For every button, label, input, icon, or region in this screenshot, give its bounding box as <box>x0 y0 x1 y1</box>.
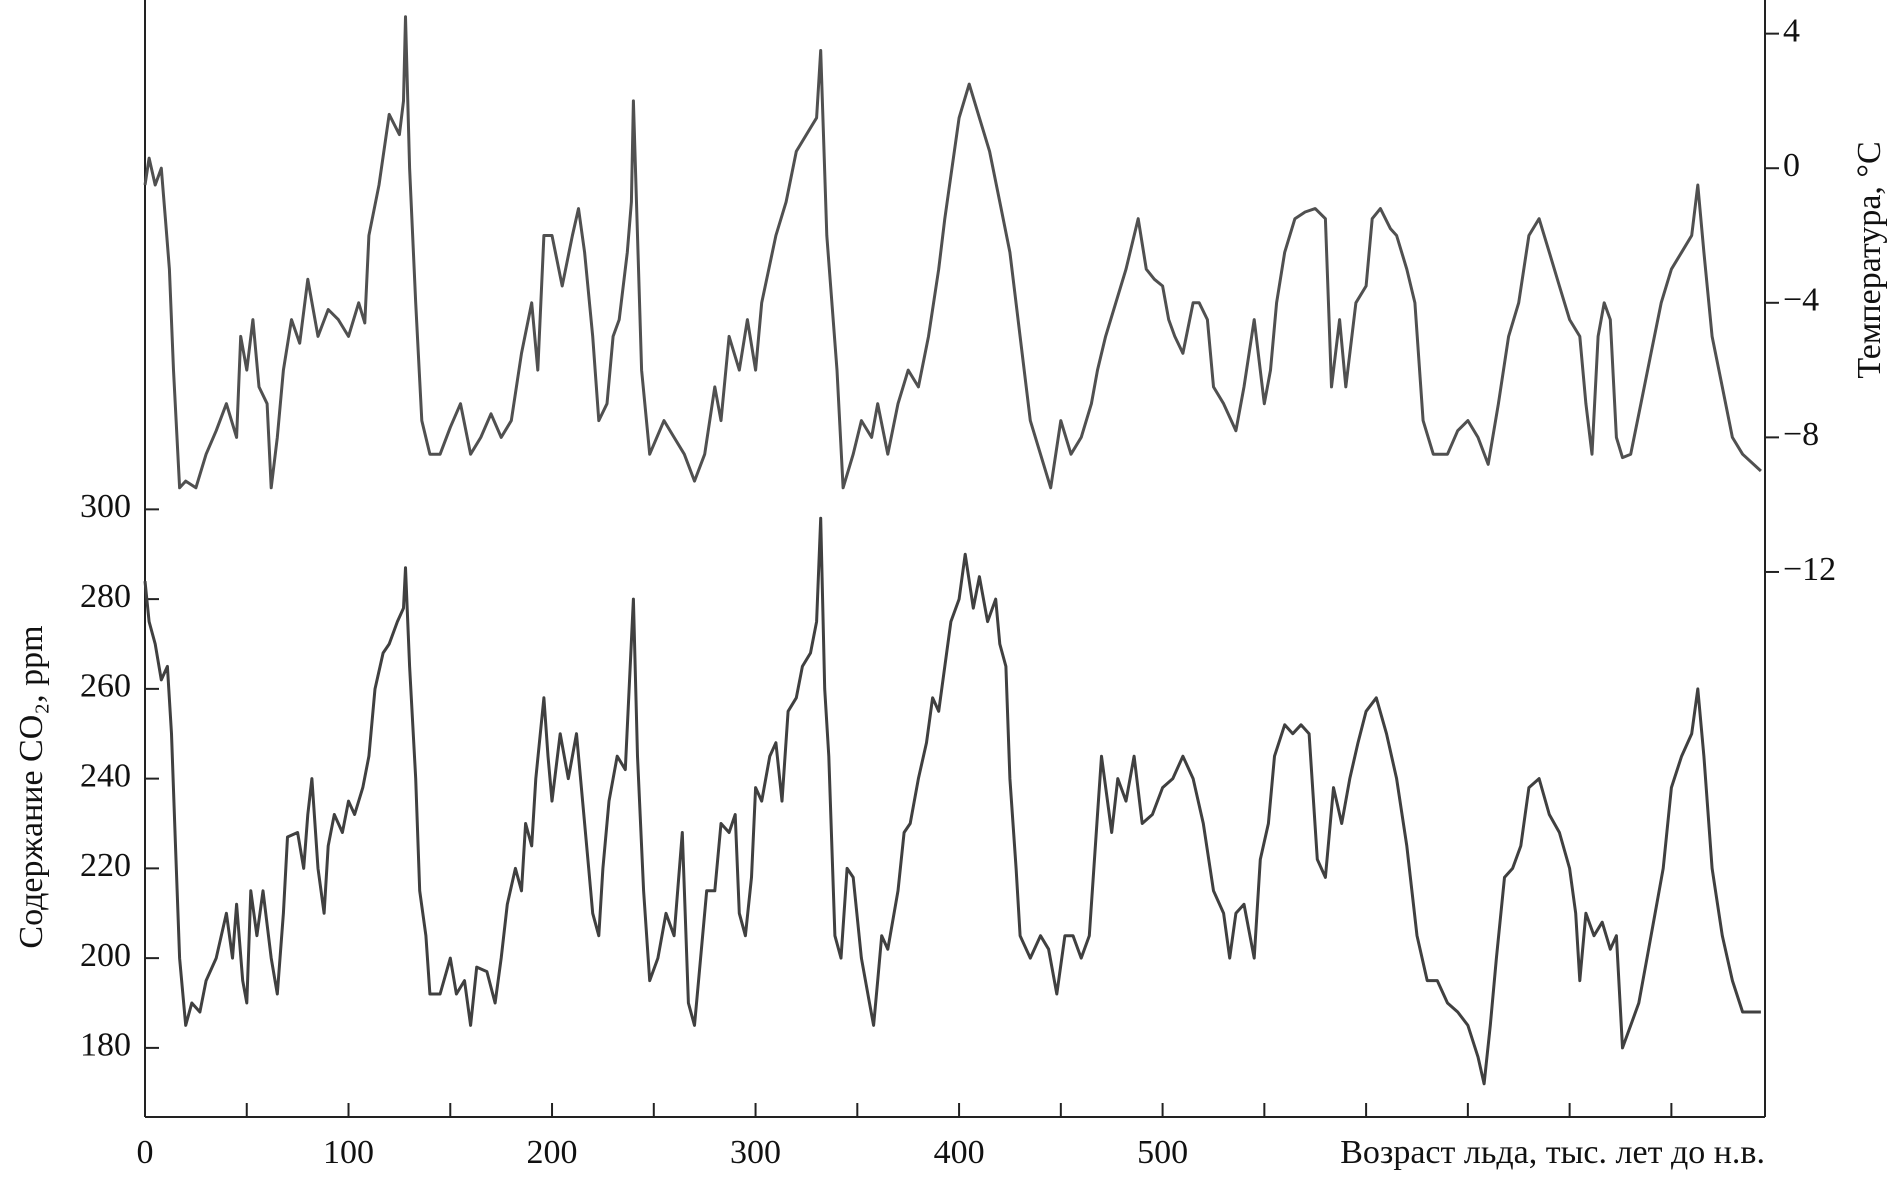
y-tick-label: 240 <box>80 757 131 794</box>
y2-axis-label: Температура, °C <box>1851 141 1888 378</box>
x-tick-label: 100 <box>323 1134 374 1171</box>
y2-tick-label: −8 <box>1783 416 1819 453</box>
x-tick-label: 200 <box>527 1134 578 1171</box>
y2-tick-label: 0 <box>1783 147 1800 184</box>
y-tick-label: 220 <box>80 847 131 884</box>
y-tick-label: 300 <box>80 488 131 525</box>
y-axis-label: Содержание CO₂, ppm <box>13 625 50 948</box>
y2-tick-label: 4 <box>1783 12 1800 49</box>
x-tick-label: 0 <box>137 1134 154 1171</box>
x-tick-label: 300 <box>730 1134 781 1171</box>
y-tick-label: 280 <box>80 578 131 615</box>
y2-tick-label: −4 <box>1783 282 1819 319</box>
y-tick-label: 260 <box>80 668 131 705</box>
x-tick-label: 400 <box>934 1134 985 1171</box>
data-line <box>143 516 1761 1086</box>
data-line <box>143 15 1762 490</box>
x-tick-label: 500 <box>1137 1134 1188 1171</box>
y2-tick-label: −12 <box>1783 551 1836 588</box>
x-axis-label: Возраст льда, тыс. лет до н.в. <box>1340 1134 1765 1171</box>
y-tick-label: 200 <box>80 937 131 974</box>
y-tick-label: 180 <box>80 1027 131 1064</box>
